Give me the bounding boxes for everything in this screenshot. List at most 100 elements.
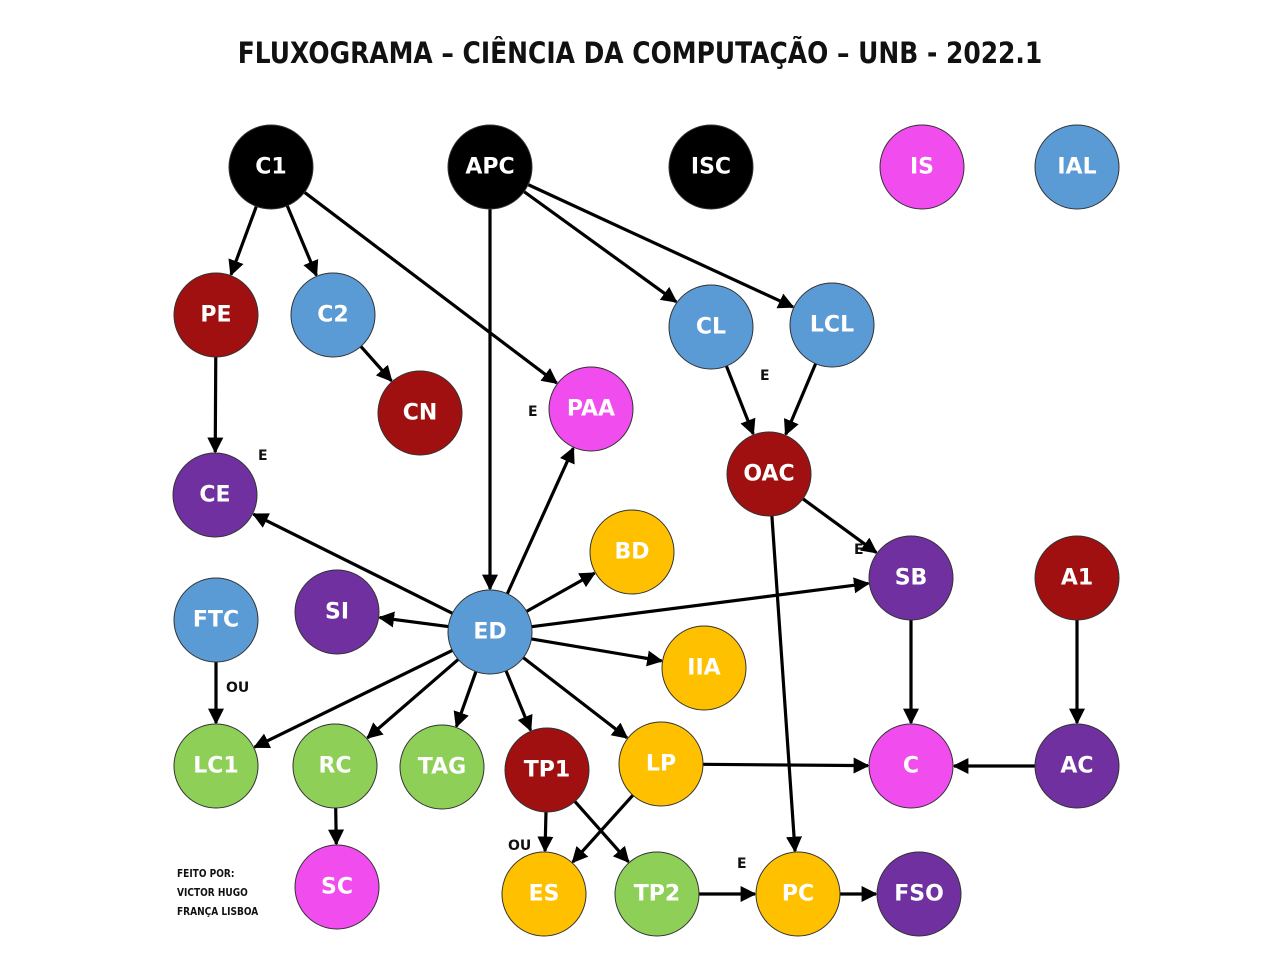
- node-label: C1: [255, 155, 286, 180]
- edge-ed-to-paa: [505, 446, 575, 595]
- node-label: OAC: [743, 462, 794, 487]
- node-lc1: LC1: [173, 723, 259, 809]
- edge-oac-to-pc: [770, 515, 803, 853]
- node-lcl: LCL: [789, 282, 875, 368]
- edge-ed-to-tag: [453, 671, 478, 728]
- node-circle: [294, 844, 380, 930]
- node-circle: [228, 124, 314, 210]
- node-ac: AC: [1034, 723, 1120, 809]
- node-circle: [1034, 723, 1120, 809]
- node-circle: [399, 724, 485, 810]
- node-label: IS: [910, 155, 934, 180]
- node-circle: [501, 851, 587, 937]
- node-label: ISC: [691, 155, 731, 180]
- node-label: AC: [1060, 754, 1093, 779]
- node-c: C: [868, 723, 954, 809]
- node-es: ES: [501, 851, 587, 937]
- edge-lp-to-es: [571, 794, 635, 864]
- node-circle: [668, 124, 754, 210]
- edge-ed-to-iia: [531, 637, 664, 667]
- node-label: ED: [473, 620, 506, 645]
- node-circle: [377, 370, 463, 456]
- node-circle: [661, 625, 747, 711]
- edge-label: E: [528, 404, 538, 420]
- node-ed: ED: [447, 589, 533, 675]
- node-circle: [618, 721, 704, 807]
- edge-label: E: [854, 542, 864, 558]
- edge-label: E: [258, 448, 268, 464]
- node-label: TP2: [634, 882, 680, 907]
- edge-label: OU: [508, 838, 531, 854]
- node-rc: RC: [292, 723, 378, 809]
- credits-line: FEITO POR:: [177, 867, 235, 880]
- node-circle: [589, 509, 675, 595]
- page-title: FLUXOGRAMA – CIÊNCIA DA COMPUTAÇÃO – UNB…: [237, 36, 1043, 70]
- node-label: RC: [318, 754, 351, 779]
- node-label: A1: [1061, 566, 1093, 591]
- node-pc: PC: [755, 851, 841, 937]
- node-label: SC: [321, 875, 353, 900]
- node-label: ES: [529, 882, 560, 907]
- node-ial: IAL: [1034, 124, 1120, 210]
- node-label: PAA: [567, 397, 615, 422]
- edge-labels-layer: E E E E OU OU E: [226, 368, 864, 872]
- node-tp1: TP1: [504, 727, 590, 813]
- node-label: C: [903, 754, 919, 779]
- node-circle: [173, 723, 259, 809]
- node-bd: BD: [589, 509, 675, 595]
- node-label: IAL: [1057, 155, 1096, 180]
- credits-line: VICTOR HUGO: [177, 886, 248, 899]
- node-label: TP1: [524, 758, 570, 783]
- node-paa: PAA: [548, 366, 634, 452]
- edge-oac-to-sb: [801, 497, 878, 554]
- edge-ed-to-lp: [522, 656, 629, 739]
- edge-ed-to-sb: [531, 577, 870, 629]
- node-circle: [755, 851, 841, 937]
- node-label: LC1: [193, 754, 238, 779]
- node-label: FTC: [193, 608, 239, 633]
- node-circle: [1034, 124, 1120, 210]
- node-circle: [868, 535, 954, 621]
- edge-label: OU: [226, 680, 249, 696]
- node-circle: [172, 452, 258, 538]
- edge-rc-to-sc: [328, 807, 345, 846]
- node-cl: CL: [668, 284, 754, 370]
- node-circle: [447, 589, 533, 675]
- edge-c1-to-paa: [303, 191, 558, 385]
- node-ce: CE: [172, 452, 258, 538]
- node-cn: CN: [377, 370, 463, 456]
- node-pe: PE: [173, 272, 259, 358]
- edge-label: E: [760, 368, 770, 384]
- edge-tp1-to-es: [537, 811, 554, 853]
- edge-ed-to-bd: [525, 571, 596, 613]
- node-circle: [292, 723, 378, 809]
- edge-c1-to-pe: [228, 205, 258, 277]
- node-label: C2: [317, 303, 348, 328]
- node-tp2: TP2: [614, 851, 700, 937]
- edge-c1-to-c2: [285, 205, 319, 277]
- node-label: LCL: [810, 313, 854, 338]
- node-label: CN: [403, 401, 438, 426]
- edge-lp-to-c: [702, 757, 870, 774]
- node-circle: [879, 124, 965, 210]
- edge-pe-to-ce: [207, 356, 224, 454]
- node-a1: A1: [1034, 535, 1120, 621]
- node-circle: [173, 272, 259, 358]
- node-circle: [876, 851, 962, 937]
- edge-apc-to-lcl: [527, 183, 795, 309]
- node-label: SB: [895, 566, 928, 591]
- edge-ed-to-ce: [252, 512, 454, 615]
- node-circle: [504, 727, 590, 813]
- node-fso: FSO: [876, 851, 962, 937]
- node-circle: [548, 366, 634, 452]
- node-label: FSO: [894, 882, 944, 907]
- node-circle: [868, 723, 954, 809]
- node-label: APC: [465, 155, 514, 180]
- node-c1: C1: [228, 124, 314, 210]
- edge-ed-to-lc1: [253, 649, 453, 749]
- node-iia: IIA: [661, 625, 747, 711]
- node-oac: OAC: [726, 431, 812, 517]
- node-sc: SC: [294, 844, 380, 930]
